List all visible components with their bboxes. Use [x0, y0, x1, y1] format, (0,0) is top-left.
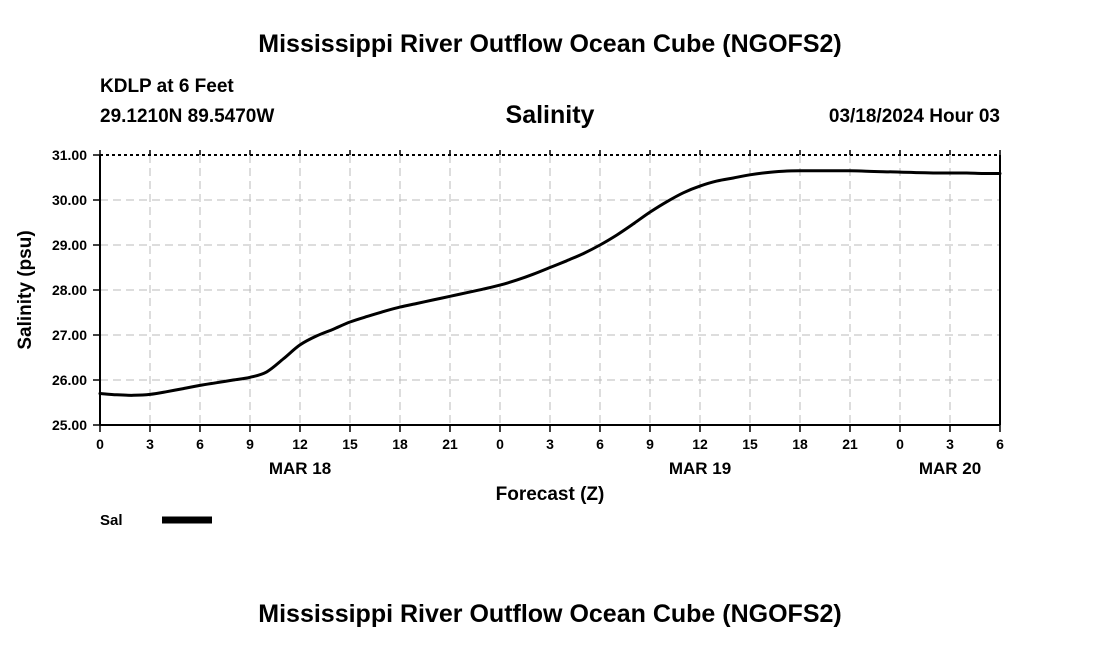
station-name: KDLP at 6 Feet — [100, 76, 234, 97]
y-tick-label: 30.00 — [52, 192, 87, 208]
x-tick-label: 0 — [496, 436, 504, 452]
chart-footer-title: Mississippi River Outflow Ocean Cube (NG… — [258, 600, 842, 628]
forecast-datetime: 03/18/2024 Hour 03 — [828, 106, 1000, 127]
x-tick-label: 6 — [196, 436, 204, 452]
date-label: MAR 18 — [269, 459, 331, 478]
x-tick-label: 3 — [546, 436, 554, 452]
station-coordinates: 29.1210N 89.5470W — [100, 106, 275, 127]
x-tick-label: 15 — [342, 436, 358, 452]
x-tick-label: 18 — [792, 436, 808, 452]
y-tick-label: 25.00 — [52, 417, 87, 433]
series-line-sal — [98, 169, 1002, 397]
y-tick-label: 27.00 — [52, 327, 87, 343]
y-tick-label: 26.00 — [52, 372, 87, 388]
x-tick-label: 0 — [96, 436, 104, 452]
x-tick-label: 12 — [292, 436, 308, 452]
x-tick-label: 3 — [146, 436, 154, 452]
y-tick-label: 28.00 — [52, 282, 87, 298]
y-tick-label: 29.00 — [52, 237, 87, 253]
x-tick-label: 21 — [842, 436, 858, 452]
y-axis-label: Salinity (psu) — [15, 230, 36, 349]
x-tick-label: 6 — [996, 436, 1004, 452]
x-tick-label: 0 — [896, 436, 904, 452]
date-label: MAR 20 — [919, 459, 981, 478]
x-tick-label: 9 — [246, 436, 254, 452]
chart-main-title: Mississippi River Outflow Ocean Cube (NG… — [258, 30, 842, 58]
x-tick-label: 18 — [392, 436, 408, 452]
legend-label: Sal — [100, 512, 123, 529]
x-tick-label: 12 — [692, 436, 708, 452]
y-tick-label: 31.00 — [52, 147, 87, 163]
variable-title: Salinity — [505, 101, 595, 129]
x-tick-label: 3 — [946, 436, 954, 452]
date-label: MAR 19 — [669, 459, 731, 478]
x-axis-label: Forecast (Z) — [496, 484, 605, 505]
x-tick-label: 9 — [646, 436, 654, 452]
x-tick-label: 21 — [442, 436, 458, 452]
x-tick-label: 6 — [596, 436, 604, 452]
x-tick-label: 15 — [742, 436, 758, 452]
